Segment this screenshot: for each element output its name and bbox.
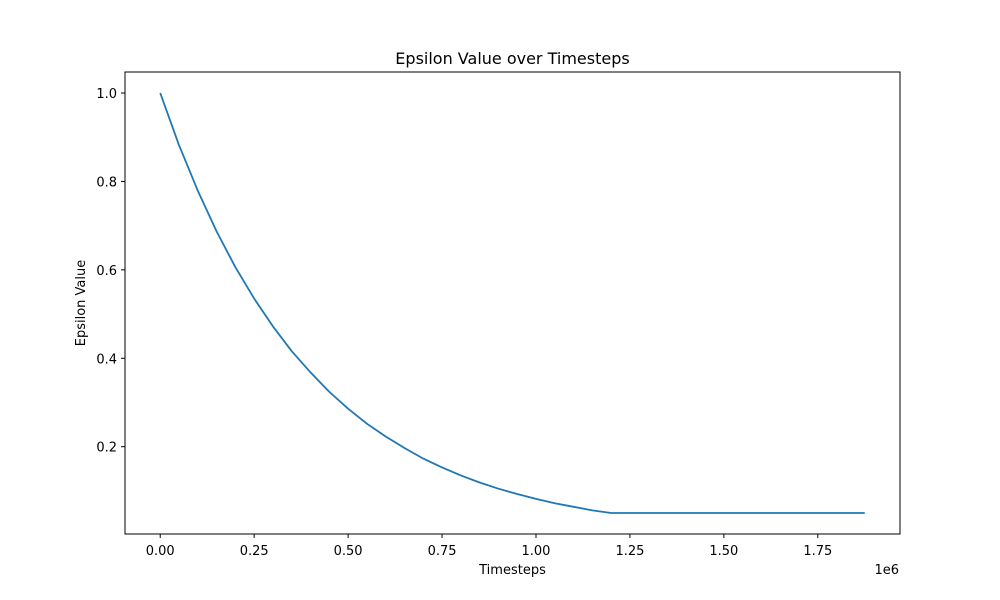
y-tick-label: 0.2 (96, 441, 117, 456)
x-axis-offset-label: 1e6 (874, 563, 899, 578)
series-line-0 (159, 92, 865, 514)
y-tick-label: 1.0 (96, 87, 117, 102)
plot-area (159, 92, 865, 514)
x-axis: 0.00 0.25 0.50 0.75 1.00 1.25 1.50 1.75 (146, 534, 832, 559)
y-tick-label: 0.6 (96, 264, 117, 279)
x-axis-label: Timesteps (478, 563, 546, 578)
y-axis-label: Epsilon Value (74, 260, 89, 347)
y-axis: 0.2 0.4 0.6 0.8 1.0 (96, 87, 125, 456)
y-tick-label: 0.8 (96, 175, 117, 190)
y-tick-label: 0.4 (96, 352, 117, 367)
x-tick-label: 0.50 (334, 544, 363, 559)
x-tick-label: 0.75 (428, 544, 457, 559)
chart-title: Epsilon Value over Timesteps (395, 49, 629, 68)
x-tick-label: 0.25 (240, 544, 269, 559)
x-tick-label: 1.00 (522, 544, 551, 559)
x-tick-label: 1.25 (615, 544, 644, 559)
x-tick-label: 0.00 (146, 544, 175, 559)
x-tick-label: 1.50 (709, 544, 738, 559)
axes-frame (124, 71, 901, 535)
x-tick-label: 1.75 (803, 544, 832, 559)
